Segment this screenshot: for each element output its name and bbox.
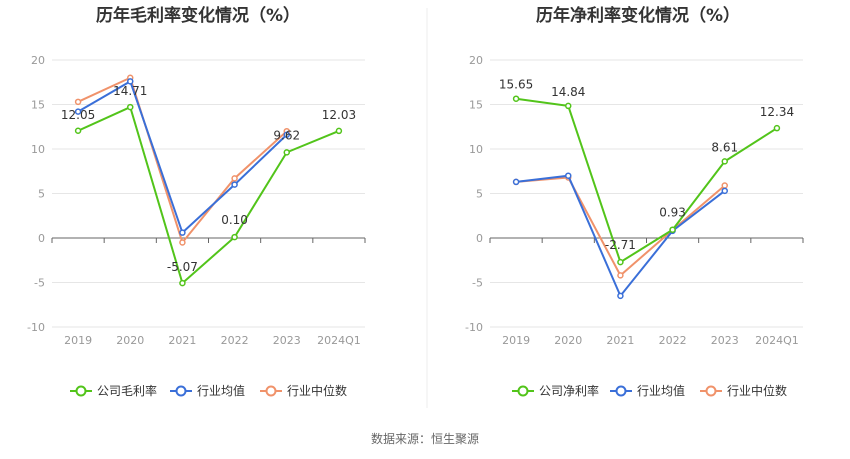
y-tick-label: -5 bbox=[34, 277, 45, 290]
data-label: 12.03 bbox=[322, 108, 356, 122]
x-tick-label: 2021 bbox=[168, 334, 196, 347]
x-tick-label: 2024Q1 bbox=[317, 334, 361, 347]
x-tick-label: 2021 bbox=[606, 334, 634, 347]
data-label: 0.93 bbox=[659, 206, 686, 220]
gross-margin-chart: 历年毛利率变化情况（%） 20 15 10 5 0 -5 -10 2019 2020 2021 202… bbox=[27, 5, 366, 398]
legend-label: 公司毛利率 bbox=[97, 383, 157, 398]
x-tick-label: 2024Q1 bbox=[755, 334, 799, 347]
data-label: -5.07 bbox=[167, 260, 198, 274]
data-point-industry_avg bbox=[565, 172, 572, 179]
y-tick-label: -10 bbox=[27, 321, 45, 334]
legend-label: 行业中位数 bbox=[727, 383, 787, 398]
legend-swatch-marker bbox=[517, 385, 529, 397]
data-label: 8.61 bbox=[711, 140, 738, 154]
x-tick-label: 2023 bbox=[711, 334, 739, 347]
net-margin-chart: 历年净利率变化情况（%） 20 15 10 5 0 -5 -10 2019 2020 2021 202… bbox=[465, 5, 804, 398]
data-point-company bbox=[74, 127, 82, 135]
legend-label: 行业均值 bbox=[637, 383, 685, 398]
data-source: 数据来源：恒生聚源 bbox=[371, 431, 479, 446]
legend-swatch-marker bbox=[175, 385, 187, 397]
x-tick-label: 2023 bbox=[273, 334, 301, 347]
data-point-company bbox=[512, 95, 520, 102]
data-point-industry_avg bbox=[283, 131, 290, 139]
y-tick-label: 5 bbox=[476, 188, 483, 201]
data-point-company bbox=[617, 258, 624, 266]
data-point-industry_avg bbox=[231, 181, 238, 188]
data-label: 12.34 bbox=[760, 105, 794, 119]
y-tick-label: 20 bbox=[469, 54, 483, 67]
data-point-industry_median bbox=[617, 272, 624, 279]
legend-swatch-marker bbox=[265, 385, 277, 397]
y-tick-label: -10 bbox=[465, 321, 483, 334]
data-label: 14.84 bbox=[551, 85, 585, 99]
legend-swatch-marker bbox=[705, 385, 717, 397]
y-tick-label: 10 bbox=[31, 143, 45, 156]
data-point-company bbox=[669, 226, 676, 233]
data-point-industry_avg bbox=[74, 108, 82, 115]
data-point-industry_median bbox=[74, 98, 82, 106]
data-point-company bbox=[335, 127, 343, 135]
chart-title: 历年净利率变化情况（%） bbox=[536, 5, 740, 26]
legend-swatch-marker bbox=[615, 385, 627, 397]
data-point-industry_median bbox=[721, 182, 728, 189]
x-tick-label: 2019 bbox=[64, 334, 92, 347]
y-tick-label: -5 bbox=[472, 277, 483, 290]
y-tick-label: 5 bbox=[38, 188, 45, 201]
data-point-company bbox=[773, 124, 781, 132]
data-point-company bbox=[179, 279, 186, 287]
y-tick-label: 15 bbox=[31, 99, 45, 112]
data-point-industry_avg bbox=[179, 229, 186, 236]
legend-label: 行业中位数 bbox=[287, 383, 347, 398]
data-point-industry_avg bbox=[127, 78, 134, 85]
data-point-company bbox=[127, 103, 134, 111]
y-tick-label: 0 bbox=[38, 232, 45, 245]
x-tick-label: 2020 bbox=[554, 334, 582, 347]
data-point-company bbox=[565, 102, 572, 110]
series-line-industry_median bbox=[77, 76, 288, 245]
x-tick-label: 2019 bbox=[502, 334, 530, 347]
data-point-company bbox=[721, 158, 728, 165]
chart-title: 历年毛利率变化情况（%） bbox=[96, 5, 300, 26]
data-point-company bbox=[231, 233, 238, 241]
data-point-industry_median bbox=[179, 239, 186, 246]
series-line-company bbox=[77, 105, 340, 285]
y-tick-label: 20 bbox=[31, 54, 45, 67]
y-tick-label: 0 bbox=[476, 232, 483, 245]
data-point-company bbox=[283, 149, 290, 156]
data-label: 0.10 bbox=[221, 213, 248, 227]
legend-swatch-marker bbox=[75, 385, 87, 397]
data-label: -2.71 bbox=[605, 238, 636, 252]
y-tick-label: 10 bbox=[469, 143, 483, 156]
data-point-industry_avg bbox=[512, 178, 520, 186]
x-tick-label: 2020 bbox=[116, 334, 144, 347]
data-point-industry_avg bbox=[721, 187, 728, 195]
legend-label: 行业均值 bbox=[197, 383, 245, 398]
data-point-industry_avg bbox=[617, 292, 624, 300]
data-label: 14.71 bbox=[113, 84, 147, 98]
data-label: 15.65 bbox=[499, 78, 533, 92]
data-point-industry_median bbox=[231, 175, 238, 182]
x-tick-label: 2022 bbox=[659, 334, 687, 347]
x-tick-label: 2022 bbox=[221, 334, 249, 347]
y-tick-label: 15 bbox=[469, 99, 483, 112]
series-line-company bbox=[515, 97, 778, 264]
data-label: 12.05 bbox=[61, 108, 95, 122]
data-label: 9.62 bbox=[273, 128, 300, 142]
legend-label: 公司净利率 bbox=[539, 383, 599, 398]
